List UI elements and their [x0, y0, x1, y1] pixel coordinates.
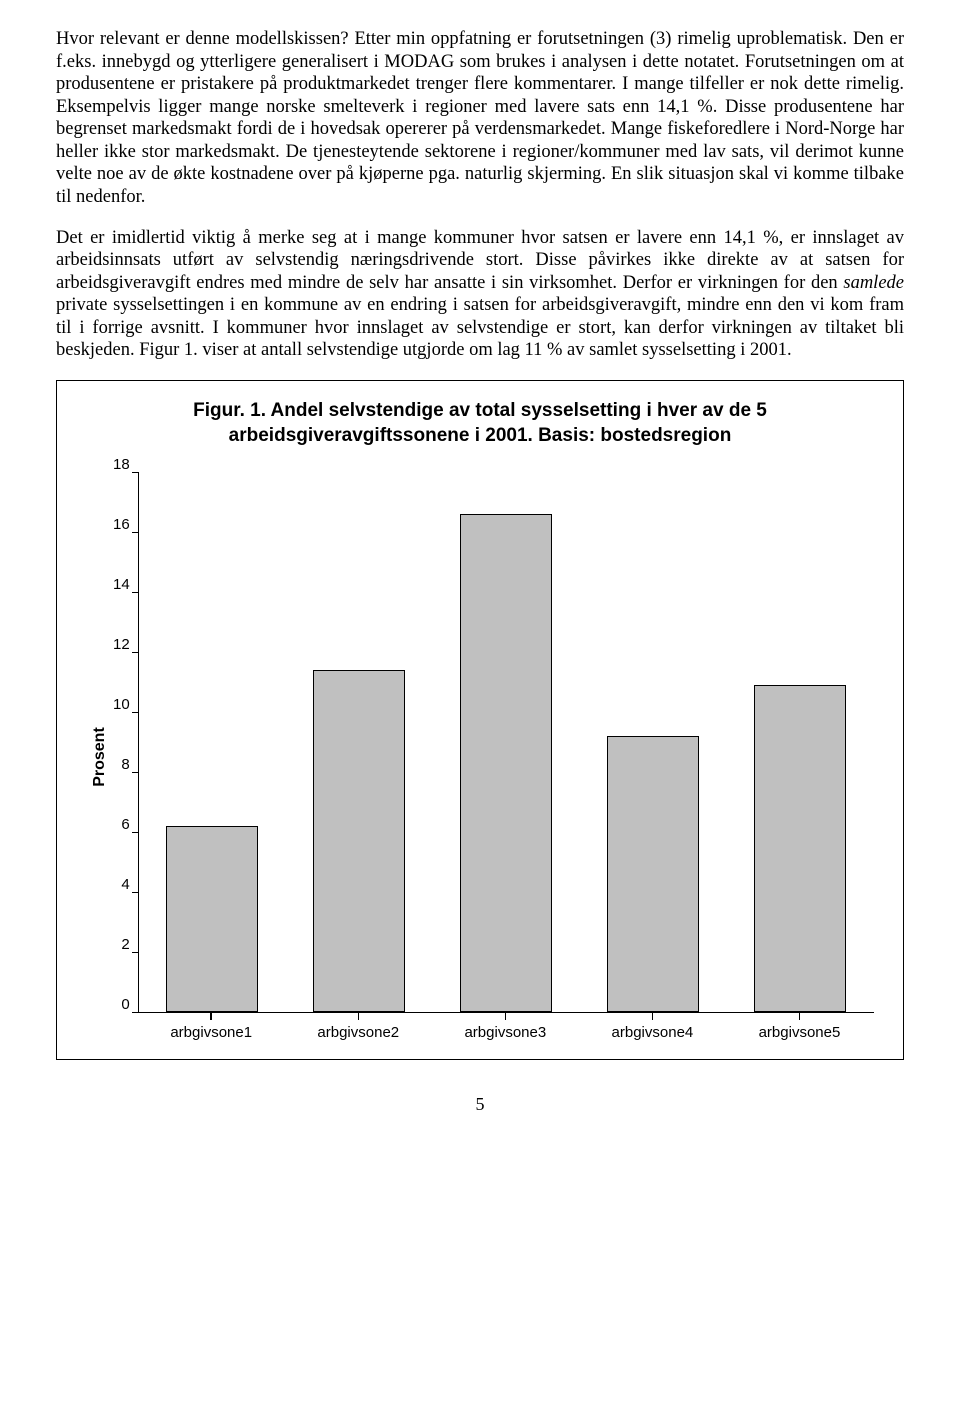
- x-axis-labels: arbgivsone1arbgivsone2arbgivsone3arbgivs…: [138, 1024, 873, 1041]
- chart-title-line2: arbeidsgiveravgiftssonene i 2001. Basis:…: [229, 425, 732, 446]
- y-tick-mark: [132, 652, 139, 654]
- y-axis-ticks: 181614121086420: [113, 472, 138, 1012]
- paragraph-1: Hvor relevant er denne modellskissen? Et…: [56, 28, 904, 209]
- bar: [166, 826, 258, 1012]
- x-tick-mark: [210, 1013, 212, 1020]
- y-tick-mark: [132, 532, 139, 534]
- y-axis-label: Prosent: [91, 727, 109, 787]
- x-axis-label: arbgivsone1: [138, 1024, 285, 1041]
- paragraph-2-part-a: Det er imidlertid viktig å merke seg at …: [56, 228, 904, 293]
- paragraph-2-part-b: private sysselsettingen i en kommune av …: [56, 295, 904, 360]
- chart-area: Prosent 181614121086420 arbgivsone1arbgi…: [87, 472, 873, 1041]
- plot-column: arbgivsone1arbgivsone2arbgivsone3arbgivs…: [138, 472, 873, 1041]
- plot-area: [138, 472, 874, 1013]
- x-tick-mark: [799, 1013, 801, 1020]
- y-tick-mark: [132, 952, 139, 954]
- x-axis-label: arbgivsone2: [285, 1024, 432, 1041]
- paragraph-2: Det er imidlertid viktig å merke seg at …: [56, 227, 904, 362]
- chart-title: Figur. 1. Andel selvstendige av total sy…: [87, 399, 873, 448]
- page-number: 5: [56, 1094, 904, 1115]
- chart-container: Figur. 1. Andel selvstendige av total sy…: [56, 380, 904, 1060]
- paragraph-2-italic: samlede: [843, 273, 904, 293]
- bar: [460, 514, 552, 1012]
- document-page: Hvor relevant er denne modellskissen? Et…: [0, 0, 960, 1135]
- y-tick-mark: [132, 772, 139, 774]
- y-tick-mark: [132, 592, 139, 594]
- x-tick-marks: [138, 1013, 873, 1020]
- x-axis-label: arbgivsone4: [579, 1024, 726, 1041]
- x-tick-mark: [505, 1013, 507, 1020]
- y-tick-mark: [132, 472, 139, 474]
- x-axis-label: arbgivsone3: [432, 1024, 579, 1041]
- bar: [313, 670, 405, 1012]
- y-axis-label-column: Prosent: [87, 472, 113, 1041]
- chart-title-line1: Figur. 1. Andel selvstendige av total sy…: [193, 400, 767, 421]
- y-tick-mark: [132, 712, 139, 714]
- y-tick-mark: [132, 892, 139, 894]
- x-tick-mark: [652, 1013, 654, 1020]
- bars-group: [139, 472, 874, 1012]
- bar: [754, 685, 846, 1012]
- x-tick-mark: [358, 1013, 360, 1020]
- x-axis-label: arbgivsone5: [726, 1024, 873, 1041]
- bar: [607, 736, 699, 1012]
- y-tick-mark: [132, 832, 139, 834]
